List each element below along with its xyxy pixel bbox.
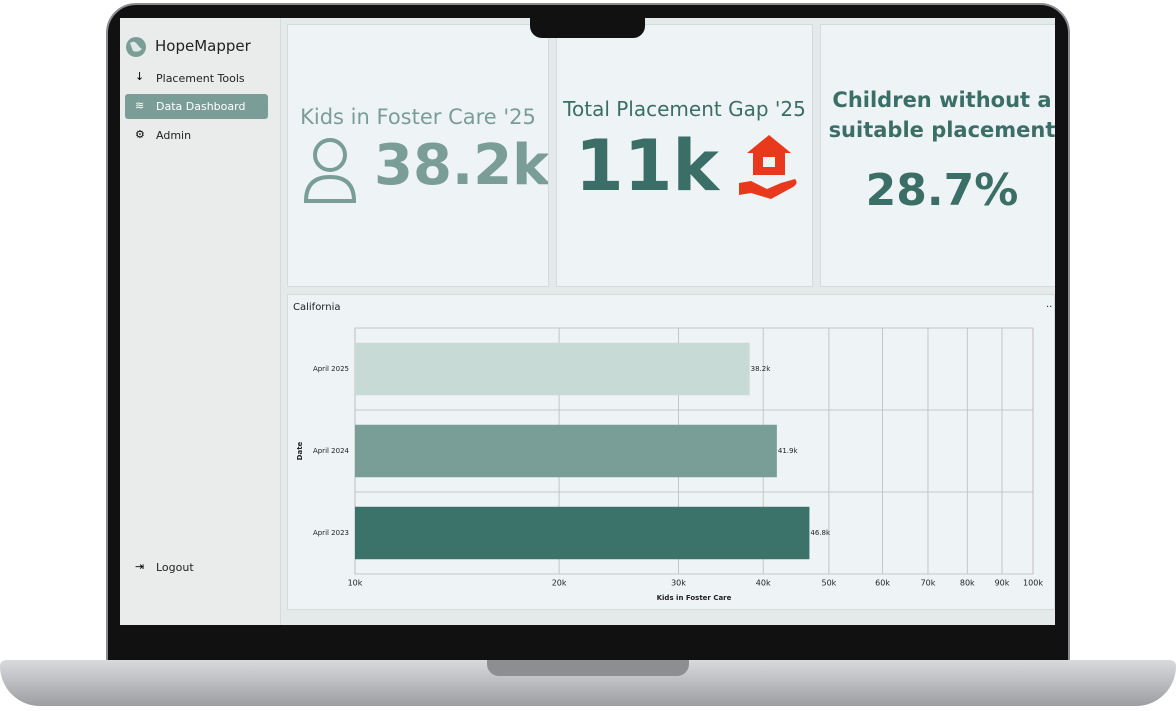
y-tick-label: April 2023 bbox=[313, 529, 349, 537]
brand: HopeMapper bbox=[155, 37, 251, 55]
x-tick-label: 70k bbox=[921, 579, 936, 588]
chart-panel: California ·· 10k 20k 30k 40k 50k 60k 70k 80k 90… bbox=[287, 294, 1055, 610]
menu-dots[interactable]: ·· bbox=[1046, 302, 1052, 313]
x-axis-label: Kids in Foster Care bbox=[657, 594, 732, 602]
nav-icon: ⇥ bbox=[135, 560, 145, 573]
y-tick-label: April 2025 bbox=[313, 365, 349, 373]
value-label: 38.2k bbox=[751, 365, 772, 373]
x-tick-label: 60k bbox=[875, 579, 890, 588]
value-label: 46.8k bbox=[810, 529, 831, 537]
person-icon bbox=[303, 138, 357, 203]
laptop-groove bbox=[487, 660, 689, 676]
card-title: Children without a suitable placement bbox=[828, 88, 1055, 142]
nav-item[interactable]: Data Dashboard bbox=[156, 100, 246, 113]
bar bbox=[355, 506, 810, 560]
x-tick-label: 20k bbox=[552, 579, 567, 588]
stat-card: Children without a suitable placement 28… bbox=[820, 24, 1055, 287]
bar bbox=[355, 342, 750, 396]
x-tick-label: 10k bbox=[348, 579, 363, 588]
x-tick-label: 50k bbox=[821, 579, 836, 588]
logo bbox=[126, 37, 146, 57]
x-tick-label: 80k bbox=[960, 579, 975, 588]
card-value: 38.2k bbox=[374, 133, 549, 198]
card-value: 11k bbox=[575, 125, 719, 207]
x-tick-label: 100k bbox=[1023, 579, 1043, 588]
card-title: Kids in Foster Care '25 bbox=[300, 105, 536, 129]
x-tick-label: 30k bbox=[671, 579, 686, 588]
chart: California ·· 10k 20k 30k 40k 50k 60k 70k 80k 90… bbox=[293, 302, 1052, 602]
camera-notch bbox=[530, 12, 645, 38]
nav-item[interactable]: Admin bbox=[156, 129, 192, 142]
logout[interactable]: Logout bbox=[156, 561, 194, 574]
nav-active-bg bbox=[125, 94, 268, 119]
card-title: Total Placement Gap '25 bbox=[563, 97, 806, 121]
nav-icon: ⚙ bbox=[135, 128, 145, 141]
stat-card: Kids in Foster Care '25 38.2k bbox=[287, 24, 549, 287]
y-tick-label: April 2024 bbox=[313, 447, 350, 455]
stat-card: Total Placement Gap '25 11k bbox=[556, 24, 813, 287]
nav-icon: ≋ bbox=[135, 99, 145, 112]
nav-item[interactable]: Placement Tools bbox=[156, 72, 245, 85]
x-tick-label: 90k bbox=[995, 579, 1010, 588]
bar bbox=[355, 424, 777, 478]
nav-icon: ↓ bbox=[135, 70, 145, 83]
screen: HopeMapper ↓ Placement Tools ≋ Data Dash… bbox=[120, 18, 1055, 625]
y-axis-label: Date bbox=[296, 441, 304, 460]
sidebar: HopeMapper ↓ Placement Tools ≋ Data Dash… bbox=[120, 18, 281, 625]
value-label: 41.9k bbox=[778, 447, 799, 455]
card-value: 28.7% bbox=[865, 165, 1019, 216]
chart-title: California bbox=[293, 302, 341, 313]
x-tick-label: 40k bbox=[756, 579, 771, 588]
house-icon bbox=[739, 135, 797, 199]
